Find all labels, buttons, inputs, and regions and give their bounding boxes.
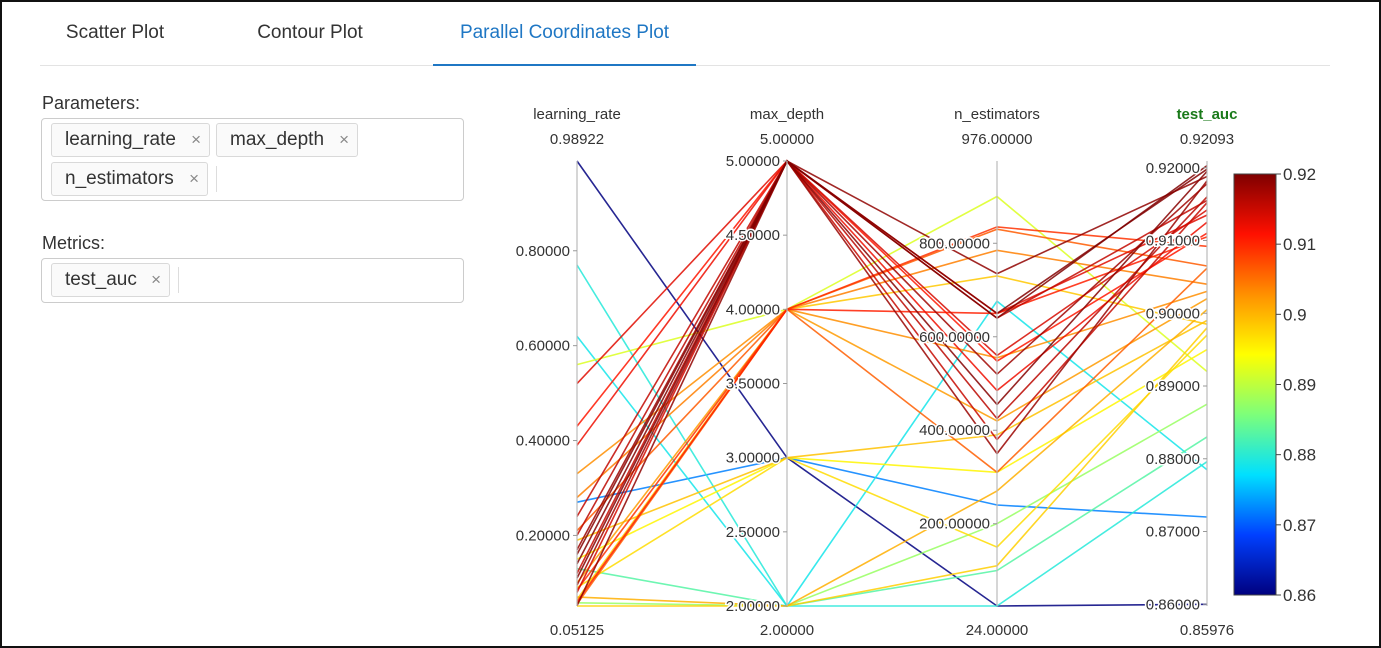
- parameters-label: Parameters:: [42, 93, 141, 113]
- data-line: [576, 159, 1208, 551]
- data-line: [576, 348, 1208, 560]
- axis-tick-label: 0.60000: [516, 338, 570, 355]
- remove-n-estimators-icon[interactable]: ×: [189, 169, 199, 188]
- axis-tick-label: 0.92000: [1146, 160, 1200, 177]
- data-line: [576, 195, 1208, 373]
- parameters-select[interactable]: learning_rate × max_depth × n_estimators…: [41, 118, 464, 201]
- data-line: [577, 327, 1208, 607]
- chip-label: learning_rate: [65, 129, 176, 150]
- chip-label: max_depth: [230, 129, 325, 150]
- axis-tick-label: 4.50000: [726, 227, 780, 244]
- data-line: [576, 300, 1208, 608]
- axis-tick-label: 0.40000: [516, 433, 570, 450]
- axis-tick-label: 2.50000: [726, 524, 780, 541]
- axis-max-label: 0.98922: [550, 131, 604, 148]
- data-line: [576, 298, 1208, 584]
- parameter-chip-max-depth: max_depth ×: [216, 123, 358, 157]
- data-line: [576, 159, 1208, 586]
- colorbar-tick-label: 0.92: [1283, 165, 1316, 184]
- colorbar-tick-label: 0.87: [1283, 516, 1316, 535]
- axis-min-label: 0.85976: [1180, 622, 1234, 639]
- parameter-chip-n-estimators: n_estimators ×: [51, 162, 208, 196]
- axis-title[interactable]: n_estimators: [954, 106, 1040, 123]
- data-line: [576, 159, 1208, 593]
- axis-max-label: 976.00000: [962, 131, 1033, 148]
- axis-tick-label: 800.00000: [919, 235, 990, 252]
- tab-scatter-plot[interactable]: Scatter Plot: [65, 22, 165, 43]
- axis-title[interactable]: max_depth: [750, 106, 824, 123]
- axis-tick-label: 0.20000: [516, 527, 570, 544]
- data-line: [576, 403, 1208, 607]
- axis-title[interactable]: test_auc: [1177, 106, 1238, 123]
- input-caret: [178, 267, 179, 293]
- data-line: [576, 228, 1208, 532]
- axis-tick-label: 200.00000: [919, 516, 990, 533]
- metrics-select[interactable]: test_auc ×: [41, 258, 464, 303]
- remove-max-depth-icon[interactable]: ×: [339, 130, 349, 149]
- tab-bar: Scatter Plot Contour Plot Parallel Coord…: [40, 2, 1330, 66]
- parallel-coordinates-chart: learning_rate 0.98922 0.05125 0.20000 0.4000…: [514, 106, 1316, 639]
- colorbar-tick-label: 0.88: [1283, 446, 1316, 465]
- axis-tick-label: 3.50000: [726, 376, 780, 393]
- axis-tick-label: 0.87000: [1146, 524, 1200, 541]
- data-line: [576, 226, 1208, 591]
- data-line: [576, 264, 1208, 607]
- tab-parallel-coordinates-plot[interactable]: Parallel Coordinates Plot: [433, 22, 696, 66]
- data-line: [576, 160, 1208, 607]
- axis-tick-label: 2.00000: [726, 598, 780, 615]
- colorbar-tick-label: 0.86: [1283, 586, 1316, 605]
- axis-tick-label: 0.90000: [1146, 305, 1200, 322]
- remove-test-auc-icon[interactable]: ×: [151, 270, 161, 289]
- axis-tick-label: 400.00000: [919, 422, 990, 439]
- parameter-chip-learning-rate: learning_rate ×: [51, 123, 210, 157]
- data-line: [576, 159, 1208, 385]
- remove-learning-rate-icon[interactable]: ×: [191, 130, 201, 149]
- axis-tick-label: 0.88000: [1146, 451, 1200, 468]
- chip-label: test_auc: [65, 269, 137, 290]
- axis-max-label: 0.92093: [1180, 131, 1234, 148]
- axis-title[interactable]: learning_rate: [533, 106, 621, 123]
- colorbar-tick-label: 0.89: [1283, 376, 1316, 395]
- axis-tick-label: 5.00000: [726, 153, 780, 170]
- data-line: [576, 319, 1208, 541]
- colorbar-tick-label: 0.91: [1283, 235, 1316, 254]
- axis-tick-label: 0.89000: [1146, 378, 1200, 395]
- data-line: [576, 159, 1208, 574]
- axis-tick-label: 0.91000: [1146, 233, 1200, 250]
- axis-tick-label: 4.00000: [726, 301, 780, 318]
- data-line: [576, 308, 1208, 607]
- data-line: [576, 159, 1208, 446]
- axis-min-label: 2.00000: [760, 622, 814, 639]
- axis-tick-label: 3.00000: [726, 450, 780, 467]
- axis-min-label: 24.00000: [966, 622, 1029, 639]
- data-line: [576, 159, 1208, 565]
- axis-tick-label: 600.00000: [919, 329, 990, 346]
- data-line: [576, 159, 1208, 427]
- data-line: [576, 456, 1208, 518]
- data-line: [576, 159, 1208, 555]
- colorbar: [1233, 173, 1277, 596]
- input-caret: [216, 166, 217, 192]
- data-line: [576, 290, 1208, 475]
- data-line: [576, 236, 1208, 603]
- axis-max-label: 5.00000: [760, 131, 814, 148]
- colorbar-tick-label: 0.9: [1283, 305, 1307, 324]
- axis-tick-label: 0.80000: [516, 243, 570, 260]
- data-line: [576, 159, 1208, 606]
- data-line: [576, 334, 1208, 589]
- tab-contour-plot[interactable]: Contour Plot: [257, 22, 363, 43]
- metric-chip-test-auc: test_auc ×: [51, 263, 170, 297]
- data-line: [576, 159, 1208, 536]
- axis-tick-label: 0.86000: [1146, 596, 1200, 613]
- chip-label: n_estimators: [65, 168, 174, 189]
- axis-min-label: 0.05125: [550, 622, 604, 639]
- metrics-label: Metrics:: [42, 233, 105, 253]
- data-line: [576, 159, 1208, 579]
- data-line: [576, 249, 1208, 499]
- data-line: [576, 275, 1208, 600]
- data-line: [576, 436, 1208, 607]
